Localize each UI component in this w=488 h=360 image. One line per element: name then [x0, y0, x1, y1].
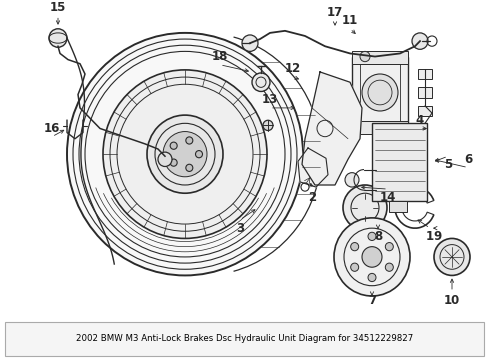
Circle shape	[251, 73, 269, 91]
Circle shape	[385, 263, 392, 271]
Circle shape	[67, 33, 303, 275]
Bar	[359, 64, 399, 121]
Bar	[417, 69, 431, 79]
Text: 4: 4	[415, 114, 423, 127]
Text: 7: 7	[367, 294, 375, 307]
Text: 3: 3	[235, 222, 244, 235]
Circle shape	[350, 263, 358, 271]
Bar	[371, 123, 426, 202]
Circle shape	[367, 273, 375, 282]
Text: 17: 17	[326, 6, 343, 19]
Text: 14: 14	[379, 191, 395, 204]
Text: 16: 16	[44, 122, 60, 135]
Circle shape	[158, 152, 172, 166]
Circle shape	[170, 159, 177, 166]
Circle shape	[385, 243, 392, 251]
Circle shape	[350, 243, 358, 251]
Circle shape	[185, 164, 192, 171]
Circle shape	[367, 232, 375, 240]
Text: 12: 12	[285, 62, 301, 75]
Text: 9: 9	[433, 230, 441, 243]
Text: 6: 6	[463, 153, 471, 166]
Text: 18: 18	[211, 50, 228, 63]
Bar	[351, 121, 407, 134]
Text: 11: 11	[341, 14, 357, 27]
Circle shape	[411, 33, 427, 49]
Text: 8: 8	[373, 230, 381, 243]
Bar	[417, 87, 431, 98]
Bar	[388, 202, 406, 212]
Circle shape	[170, 142, 177, 149]
Circle shape	[361, 74, 397, 111]
Circle shape	[333, 218, 409, 296]
Circle shape	[263, 120, 272, 131]
Circle shape	[242, 35, 258, 51]
Bar	[351, 57, 407, 129]
Circle shape	[163, 131, 206, 177]
Bar	[351, 51, 407, 64]
Circle shape	[185, 137, 192, 144]
Circle shape	[103, 70, 266, 238]
Text: 10: 10	[443, 294, 459, 307]
Circle shape	[342, 185, 386, 230]
Circle shape	[147, 115, 223, 193]
Text: 13: 13	[262, 93, 278, 106]
Polygon shape	[302, 72, 361, 185]
Text: 5: 5	[443, 158, 451, 171]
Text: 2002 BMW M3 Anti-Lock Brakes Dsc Hydraulic Unit Diagram for 34512229827: 2002 BMW M3 Anti-Lock Brakes Dsc Hydraul…	[76, 334, 412, 343]
Bar	[5, 322, 483, 356]
Polygon shape	[297, 148, 327, 187]
Text: 1: 1	[425, 230, 433, 243]
Circle shape	[361, 247, 381, 267]
Circle shape	[359, 51, 369, 62]
Text: 2: 2	[307, 191, 315, 204]
Text: 15: 15	[50, 1, 66, 14]
Circle shape	[345, 173, 358, 187]
Circle shape	[49, 29, 67, 47]
Circle shape	[195, 150, 202, 158]
Bar	[417, 106, 431, 116]
Circle shape	[433, 238, 469, 275]
